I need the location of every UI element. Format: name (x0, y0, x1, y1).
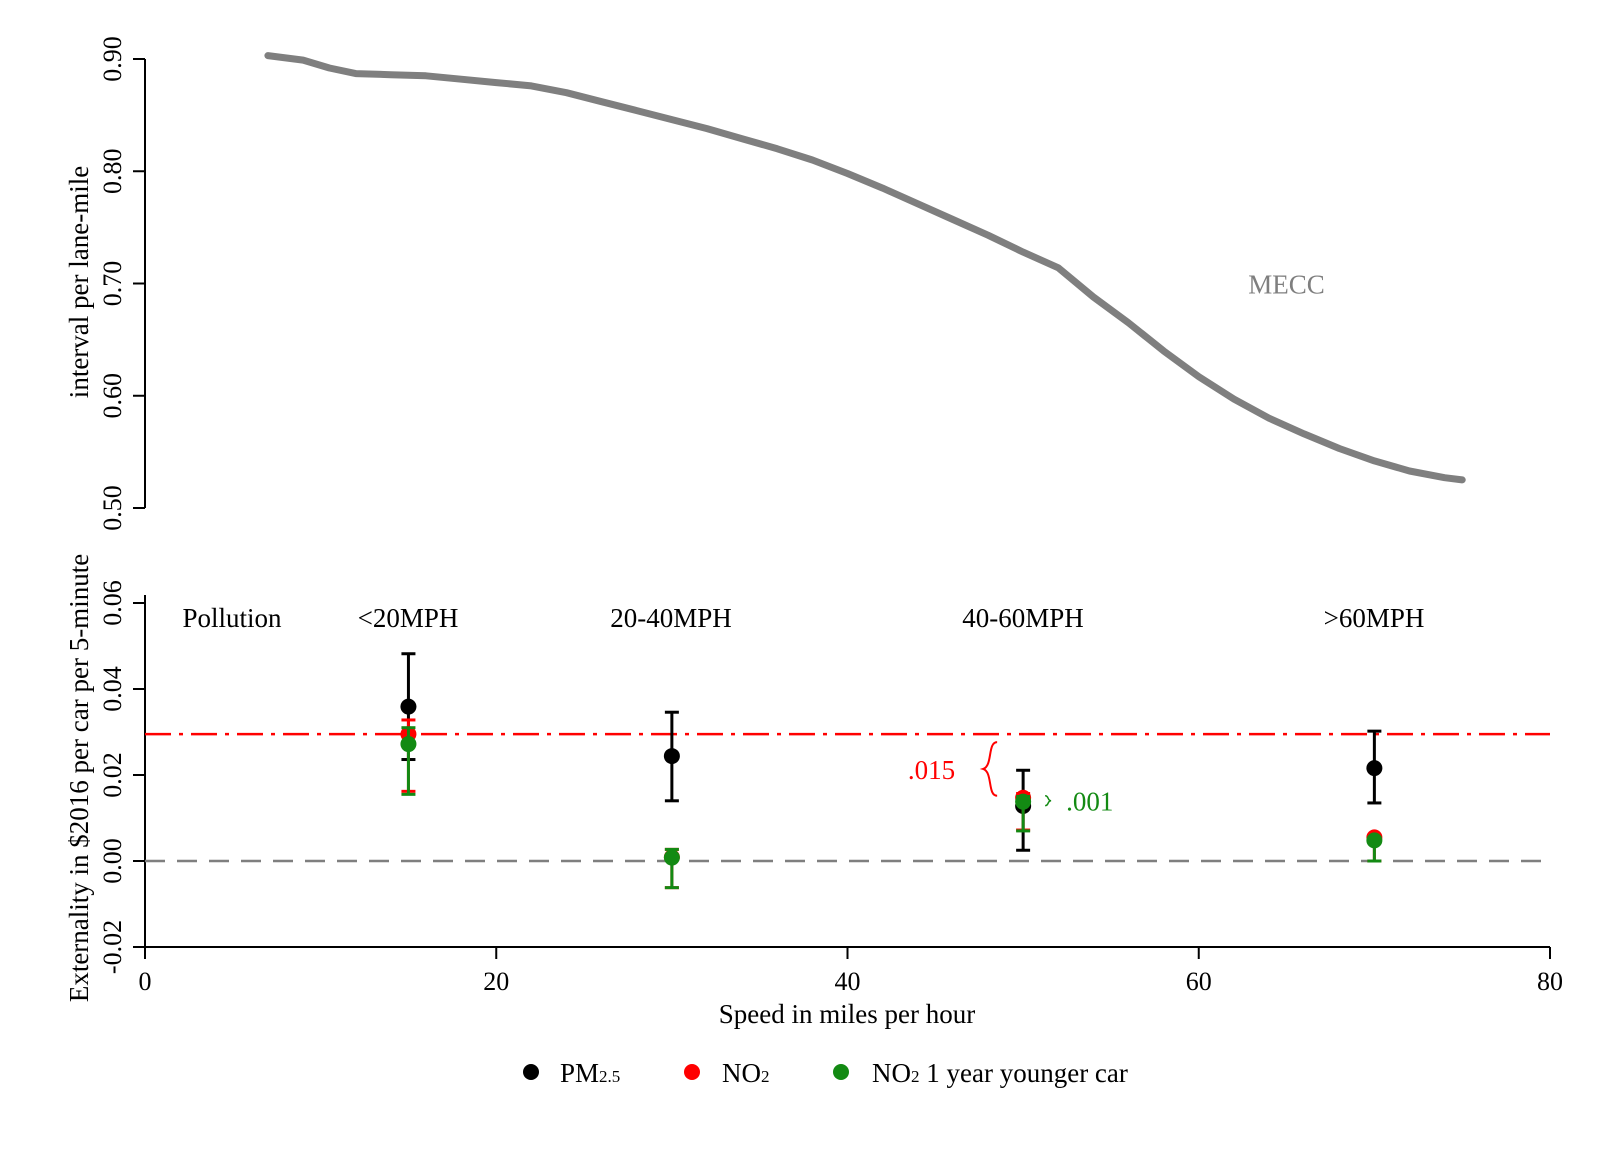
x-tick-label: 60 (1186, 967, 1212, 996)
no2-gap-label: .015 (908, 755, 955, 785)
top-y-tick-label: 0.60 (98, 373, 127, 419)
panel-label-pollution: Pollution (182, 603, 282, 633)
panel-label-20-40mph: 20-40MPH (610, 603, 732, 633)
pm25-point (1366, 760, 1383, 777)
panel-label-gt60mph: >60MPH (1324, 603, 1425, 633)
bottom-y-tick-label: 0.04 (98, 666, 127, 712)
series-layer (400, 652, 1383, 890)
gap-annotations: .015 .001 (908, 741, 1113, 817)
series-pm25 (400, 652, 1383, 852)
x-axis-title: Speed in miles per hour (719, 999, 975, 1029)
pm25-point (663, 748, 680, 765)
mecc-label: MECC (1248, 270, 1325, 300)
panel-label-lt20mph: <20MPH (358, 603, 459, 633)
bottom-y-tick-label: 0.06 (98, 580, 127, 626)
legend-label-pm25: PM2.5 (560, 1058, 620, 1088)
top-y-tick-label: 0.70 (98, 261, 127, 307)
no2-younger-car-point (663, 849, 680, 866)
no2-younger-car-point (400, 736, 417, 753)
legend-marker-pm25 (523, 1064, 539, 1080)
no2-gap-brace (979, 741, 998, 797)
mecc-line (264, 52, 1466, 484)
top-y-tick-label: 0.90 (98, 36, 127, 82)
pm25-point (400, 698, 417, 715)
legend-marker-no2 (684, 1064, 700, 1080)
x-tick-label: 20 (483, 967, 509, 996)
legend-item-no2: NO2 (684, 1058, 770, 1088)
bottom-panel: -0.02 0.00 0.02 0.04 0.06 0 20 40 60 80 External… (64, 554, 1563, 1029)
legend-item-no2-younger-car: NO2 1 year younger car (833, 1058, 1128, 1088)
bottom-y-ticks: -0.02 0.00 0.02 0.04 0.06 (98, 580, 145, 974)
legend-label-no2-younger-car: NO2 1 year younger car (872, 1058, 1128, 1088)
x-tick-label: 0 (139, 967, 152, 996)
younger-car-gap-label: .001 (1066, 787, 1113, 817)
panel-label-40-60mph: 40-60MPH (962, 603, 1084, 633)
bottom-y-tick-label: -0.02 (98, 920, 127, 974)
top-y-ticks: 0.50 0.60 0.70 0.80 0.90 (98, 36, 145, 531)
legend-item-pm25: PM2.5 (523, 1058, 620, 1088)
top-y-tick-label: 0.50 (98, 485, 127, 531)
legend: PM2.5 NO2 NO2 1 year younger car (523, 1058, 1128, 1088)
series-no2 (400, 718, 1383, 890)
bottom-y-axis-title: Externality in $2016 per car per 5-minut… (64, 554, 94, 1002)
legend-marker-no2-younger-car (833, 1064, 849, 1080)
top-panel: 0.50 0.60 0.70 0.80 0.90 interval per lane-m… (64, 36, 1466, 531)
no2-younger-car-point (1366, 832, 1383, 849)
series-no2-younger-car (400, 726, 1383, 890)
bottom-y-tick-label: 0.00 (98, 838, 127, 884)
x-ticks: 0 20 40 60 80 (139, 947, 1563, 996)
no2-younger-car-point (1015, 793, 1032, 810)
legend-label-no2: NO2 (722, 1058, 770, 1088)
younger-car-gap-brace (1045, 795, 1052, 807)
top-y-tick-label: 0.80 (98, 149, 127, 195)
panel-labels: Pollution <20MPH 20-40MPH 40-60MPH >60MP… (182, 603, 1424, 633)
bottom-y-tick-label: 0.02 (98, 752, 127, 798)
x-tick-label: 80 (1537, 967, 1563, 996)
x-tick-label: 40 (835, 967, 861, 996)
top-y-axis-title: interval per lane-mile (64, 166, 94, 398)
